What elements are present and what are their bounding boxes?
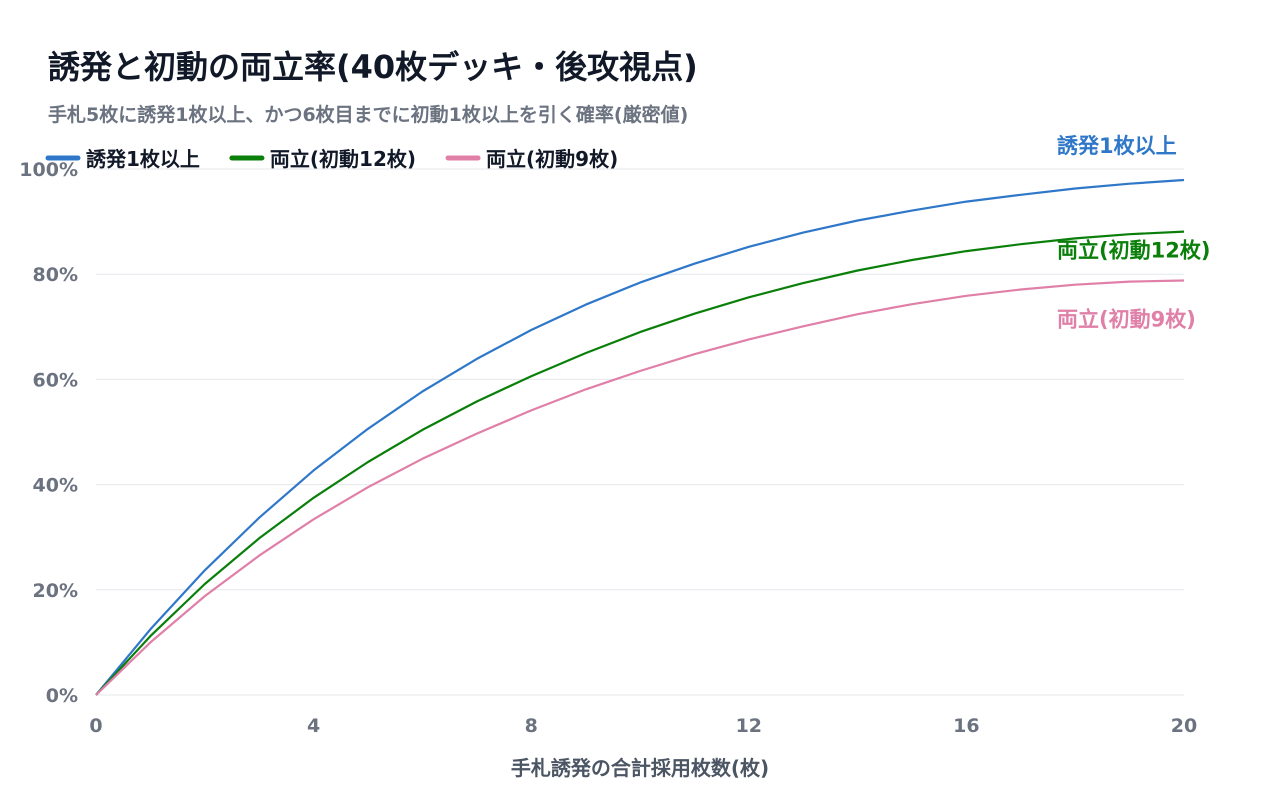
x-tick-label: 0 bbox=[89, 715, 102, 737]
series-end-label: 両立(初動12枚) bbox=[1057, 239, 1210, 263]
x-tick-label: 12 bbox=[736, 715, 762, 737]
chart-subtitle: 手札5枚に誘発1枚以上、かつ6枚目までに初動1枚以上を引く確率(厳密値) bbox=[48, 103, 688, 126]
x-tick-label: 20 bbox=[1171, 715, 1197, 737]
legend-label: 両立(初動12枚) bbox=[270, 147, 416, 171]
series-line bbox=[95, 230, 1185, 696]
series-line bbox=[95, 279, 1185, 696]
y-tick-label: 0% bbox=[46, 685, 78, 707]
series-end-label: 誘発1枚以上 bbox=[1057, 134, 1177, 158]
legend: 誘発1枚以上 両立(初動12枚) 両立(初動9枚) bbox=[45, 147, 618, 171]
x-axis-label: 手札誘発の合計採用枚数(枚) bbox=[511, 756, 769, 780]
series-end-label: 両立(初動9枚) bbox=[1057, 308, 1196, 332]
x-tick-label: 4 bbox=[307, 715, 320, 737]
x-tick-label: 8 bbox=[525, 715, 538, 737]
x-tick-label: 16 bbox=[953, 715, 979, 737]
y-tick-label: 40% bbox=[33, 475, 78, 497]
legend-label: 両立(初動9枚) bbox=[486, 147, 618, 171]
y-tick-label: 100% bbox=[19, 159, 78, 181]
y-tick-label: 60% bbox=[33, 369, 78, 391]
chart-title: 誘発と初動の両立率(40枚デッキ・後攻視点) bbox=[48, 48, 698, 86]
y-tick-label: 20% bbox=[33, 580, 78, 602]
legend-label: 誘発1枚以上 bbox=[86, 147, 200, 171]
y-axis: 0% 20% 40% 60% 80% 100% bbox=[19, 159, 78, 707]
x-axis: 0 4 8 12 16 20 bbox=[89, 715, 1197, 737]
series-lines bbox=[95, 178, 1185, 696]
gridlines bbox=[96, 168, 1184, 696]
y-tick-label: 80% bbox=[33, 264, 78, 286]
series-line bbox=[95, 178, 1185, 696]
